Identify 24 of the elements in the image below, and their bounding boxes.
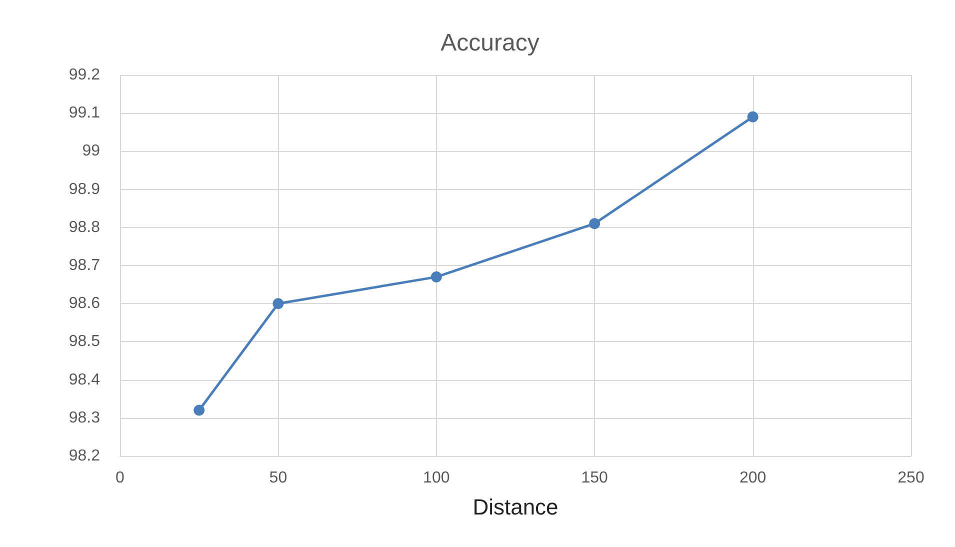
chart-title: Accuracy <box>440 30 540 56</box>
point <box>272 298 284 310</box>
x-tick-label: 0 <box>116 470 125 486</box>
point <box>194 404 205 416</box>
y-tick-label: 99 <box>82 142 100 160</box>
y-tick-label: 99.1 <box>68 104 100 122</box>
y-tick-label: 98.5 <box>68 333 100 350</box>
y-tick-label: 98.6 <box>68 295 100 312</box>
point <box>589 218 600 230</box>
x-axis-title: Distance <box>472 494 558 520</box>
x-tick-label: 50 <box>269 470 288 486</box>
x-tick-label: 200 <box>739 470 766 486</box>
x-tick-label: 250 <box>898 470 924 486</box>
point <box>430 271 442 282</box>
y-tick-label: 98.7 <box>68 257 100 274</box>
y-tick-label: 98.4 <box>68 371 100 388</box>
y-tick-label: 98.3 <box>68 409 100 426</box>
y-tick-label: 99.2 <box>68 66 100 84</box>
point <box>747 111 758 122</box>
x-tick-label: 150 <box>581 470 608 486</box>
y-tick-label: 98.8 <box>68 218 100 236</box>
y-tick-label: 98.9 <box>68 180 100 198</box>
y-tick-label: 98.2 <box>68 448 100 464</box>
x-tick-label: 100 <box>423 470 450 486</box>
